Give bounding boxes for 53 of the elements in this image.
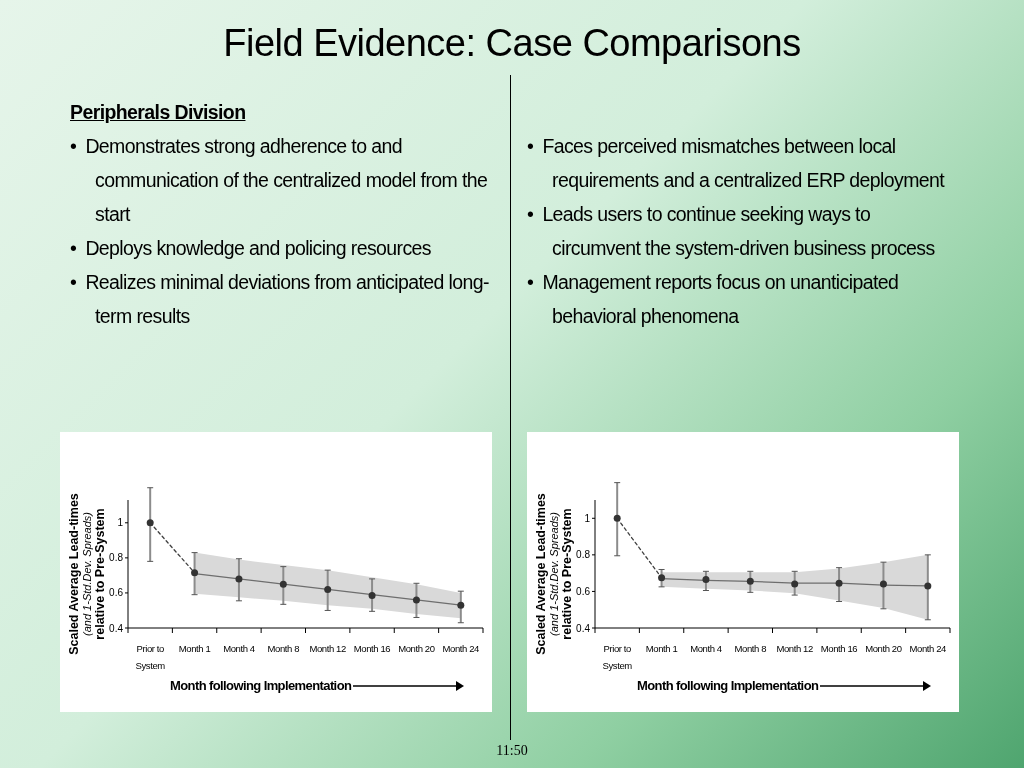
point <box>791 580 799 588</box>
x-tick-label: Month 24 <box>909 643 947 654</box>
point <box>412 596 420 604</box>
point <box>324 585 332 593</box>
x-tick-label: Month 12 <box>309 643 346 654</box>
text: Field Evidence: Case Comparisons <box>222 22 802 65</box>
x-tick-label: Month 16 <box>820 643 858 654</box>
y-tick-label: 1 <box>117 517 124 529</box>
y-tick-label: 0.6 <box>109 587 124 599</box>
x-axis-title: Month following Implementation <box>170 678 352 693</box>
x-tick-label: Prior to System <box>602 643 633 671</box>
text: 11:50 <box>495 743 529 759</box>
text: Peripherals Division <box>70 100 247 125</box>
x-tick-label: Month 4 <box>690 643 722 654</box>
point <box>658 574 666 582</box>
y-tick-label: 0.8 <box>109 552 124 564</box>
point <box>613 514 621 522</box>
y-tick-label: 0.4 <box>109 622 124 634</box>
text: • Deploys knowledge and policing resources <box>70 236 432 261</box>
x-axis-title: Month following Implementation <box>637 678 819 693</box>
point <box>279 580 287 588</box>
text: • Leads users to continue seeking ways to circumvent the system-driven business process <box>527 202 936 261</box>
x-tick-label: Month 12 <box>776 643 813 654</box>
x-tick-label: Month 1 <box>178 643 211 654</box>
y-axis-title: Scaled Average Lead-times (and 1-Std.Dev. Spreads) relative to Pre-System <box>67 493 107 655</box>
x-tick-label: Month 16 <box>353 643 391 654</box>
x-tick-label: Month 24 <box>442 643 480 654</box>
x-tick-label: Month 8 <box>734 643 767 654</box>
point <box>879 580 887 588</box>
text: • Demonstrates strong adherence to and communication of the centralized model from the start <box>70 134 489 227</box>
x-tick-label: Month 1 <box>645 643 678 654</box>
text: • Management reports focus on unanticipated behavioral phenomena <box>527 270 900 329</box>
y-tick-label: 0.8 <box>576 549 591 561</box>
point <box>191 569 199 577</box>
x-tick-label: Month 20 <box>398 643 435 654</box>
y-tick-label: 0.6 <box>576 585 591 597</box>
point <box>746 577 754 585</box>
point <box>924 582 932 590</box>
point <box>235 575 243 583</box>
x-tick-label: Month 4 <box>223 643 255 654</box>
point <box>702 576 710 584</box>
point <box>368 592 376 600</box>
point <box>835 579 843 587</box>
y-tick-label: 1 <box>584 512 591 524</box>
text: • Faces perceived mismatches between local requirements and a centralized ERP deployment <box>527 134 946 193</box>
text: • Realizes minimal deviations from anticipated long-term results <box>70 270 490 329</box>
y-axis-title: Scaled Average Lead-times (and 1-Std.Dev. Spreads) relative to Pre-System <box>534 493 574 655</box>
x-tick-label: Month 8 <box>267 643 300 654</box>
x-tick-label: Prior to System <box>135 643 166 671</box>
x-tick-label: Month 20 <box>865 643 902 654</box>
point <box>146 519 154 527</box>
point <box>457 601 465 609</box>
y-tick-label: 0.4 <box>576 622 591 634</box>
